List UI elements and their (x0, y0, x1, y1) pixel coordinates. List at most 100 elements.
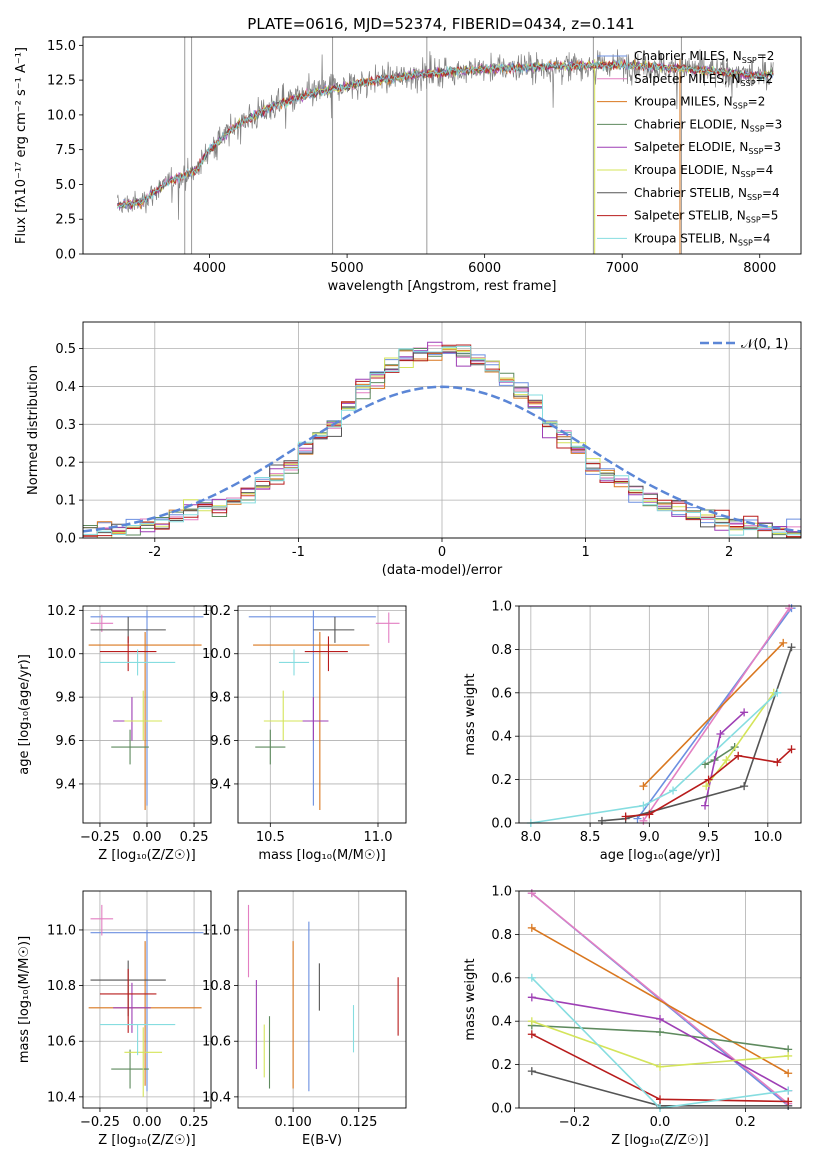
weight-marker-stelib_salpeter (621, 812, 630, 821)
legend-count: =2 (756, 72, 774, 86)
weight-marker-elodie_salpeter (740, 708, 749, 717)
weight-marker-miles_kroupa (527, 923, 536, 932)
legend-entry-normal: 𝒩(0, 1) (741, 337, 788, 352)
legend-entry-stelib_chabrier: Chabrier STELIB, NSSP=4 (634, 186, 780, 202)
y-tick-label: 9.4 (210, 777, 231, 792)
y-tick-label: 11.0 (202, 923, 231, 938)
y-tick-label: 10.0 (202, 647, 231, 662)
legend-count: =2 (748, 95, 766, 109)
x-tick-label: 4000 (193, 261, 226, 276)
weight-marker-stelib_kroupa (527, 973, 536, 982)
weight-marker-stelib_salpeter (527, 1030, 536, 1039)
weight-line-miles_kroupa (531, 927, 789, 1074)
legend-subscript: SSP (750, 124, 765, 133)
legend-subscript: SSP (733, 102, 748, 111)
x-tick-label: 0.00 (133, 830, 162, 845)
x-axis-label: (data-model)/error (382, 563, 503, 578)
y-axis-label: age [log₁₀(age/yr)] (17, 654, 32, 775)
axes-mass_vs_ebv: 0.100 0.125 10.4 10.6 10.8 11.0 E(B-V) (202, 890, 407, 1148)
x-tick-label: 0.25 (180, 830, 209, 845)
legend-count: =2 (757, 49, 775, 63)
x-tick-label: 2 (725, 545, 733, 560)
weight-marker-elodie_kroupa (702, 782, 711, 791)
weight-line-miles_salpeter (642, 607, 790, 822)
grid-mass_vs_ebv (238, 891, 406, 1108)
weight-marker-stelib_kroupa (784, 1086, 793, 1095)
x-axis-label: Z [log₁₀(Z/Z☉)] (98, 848, 195, 863)
legend-entry-stelib_kroupa: Kroupa STELIB, NSSP=4 (634, 231, 771, 247)
legend-subscript: SSP (748, 147, 763, 156)
weight-marker-miles_kroupa (779, 638, 788, 647)
x-tick-label: 8.5 (580, 830, 601, 845)
axes-mass_vs_Z: −0.25 0.00 0.25 10.4 10.6 10.8 11.0 Z [log₁₀(Z/… (17, 890, 212, 1148)
y-tick-label: 0.0 (55, 532, 76, 547)
weight-marker-stelib_chabrier (527, 1067, 536, 1076)
legend-subscript: SSP (746, 216, 761, 225)
legend-count: =4 (753, 231, 771, 245)
weight-marker-elodie_kroupa (722, 756, 731, 765)
y-tick-label: 10.6 (47, 1035, 76, 1050)
legend-entry-miles_salpeter: Salpeter MILES, NSSP=2 (634, 72, 773, 88)
weight-marker-stelib_salpeter (645, 810, 654, 819)
x-tick-label: 9.0 (639, 830, 660, 845)
weight-marker-elodie_kroupa (527, 1017, 536, 1026)
axes-frame (518, 605, 802, 824)
y-tick-label: 0.2 (55, 456, 76, 471)
y-tick-label: 0.1 (55, 494, 76, 509)
y-axis-label: Normed distribution (26, 365, 41, 495)
x-tick-label: 0.100 (275, 1115, 312, 1130)
axes-frame (518, 890, 802, 1109)
weight-marker-elodie_kroupa (656, 1062, 664, 1071)
legend-entry-stelib_salpeter: Salpeter STELIB, NSSP=5 (634, 209, 778, 225)
y-tick-label: 10.2 (202, 604, 231, 619)
y-tick-label: 5.0 (55, 178, 76, 193)
x-axis-label: age [log₁₀(age/yr)] (600, 848, 721, 863)
axes-residuals: -2 -1 0 1 2 0.0 0.1 0.2 0.3 0.4 0.5 (data-model)/er… (26, 321, 802, 578)
y-axis-label: mass [log₁₀(M/M☉)] (17, 936, 32, 1063)
weight-marker-elodie_salpeter (716, 730, 725, 739)
weight-marker-miles_salpeter (639, 816, 648, 825)
x-axis-label: Z [log₁₀(Z/Z☉)] (98, 1133, 195, 1148)
legend-entry-miles_kroupa: Kroupa MILES, NSSP=2 (634, 95, 765, 111)
x-tick-label: 11.0 (364, 830, 393, 845)
x-tick-label: 8.0 (521, 830, 542, 845)
weight-marker-stelib_salpeter (773, 758, 782, 767)
y-tick-label: 9.4 (55, 777, 76, 792)
figure-title: PLATE=0616, MJD=52374, FIBERID=0434, z=0… (247, 15, 634, 33)
weight-marker-elodie_salpeter (656, 1015, 664, 1024)
weight-line-stelib_kroupa (530, 692, 778, 824)
legend-count: =3 (765, 117, 783, 131)
x-tick-label: 6000 (468, 261, 501, 276)
observed-spectrum (117, 49, 774, 220)
legend-entry-elodie_chabrier: Chabrier ELODIE, NSSP=3 (634, 117, 782, 133)
y-axis-label: Flux [fλ10⁻¹⁷ erg cm⁻² s⁻¹ A⁻¹] (14, 47, 29, 244)
y-tick-label: 10.4 (202, 1090, 231, 1105)
x-tick-label: 0.2 (735, 1115, 756, 1130)
x-tick-label: 5000 (331, 261, 364, 276)
y-tick-label: 0.2 (491, 773, 512, 788)
weight-marker-stelib_salpeter (784, 1097, 793, 1106)
legend-subscript: SSP (741, 170, 756, 179)
y-tick-label: 12.5 (47, 74, 76, 89)
y-tick-label: 0.5 (55, 342, 76, 357)
y-tick-label: 9.6 (210, 734, 231, 749)
weight-marker-stelib_kroupa (669, 786, 678, 795)
y-axis-label: mass weight (463, 673, 478, 755)
x-tick-label: 8000 (743, 261, 776, 276)
y-axis-label: mass weight (463, 958, 478, 1040)
x-tick-label: −0.25 (80, 830, 120, 845)
y-tick-label: 10.4 (47, 1090, 76, 1105)
x-tick-label: 0.25 (180, 1115, 209, 1130)
weight-marker-stelib_kroupa (773, 688, 782, 697)
x-tick-label: -1 (292, 545, 305, 560)
axes-spectrum: 4000 5000 6000 7000 8000 0.0 2.5 5.0 7.5 10.0 12.5… (14, 36, 802, 294)
y-tick-label: 10.8 (202, 979, 231, 994)
axes-frame (82, 605, 212, 824)
weight-line-elodie_kroupa (705, 692, 775, 787)
y-tick-label: 0.8 (491, 928, 512, 943)
weight-marker-elodie_salpeter (701, 801, 710, 810)
weight-marker-stelib_chabrier (787, 643, 796, 652)
weight-marker-stelib_chabrier (597, 816, 606, 825)
axes-weight_vs_Z: −0.2 0.0 0.2 0.0 0.2 0.4 0.6 0.8 1.0 Z [log₁₀(Z/Z… (463, 885, 802, 1148)
